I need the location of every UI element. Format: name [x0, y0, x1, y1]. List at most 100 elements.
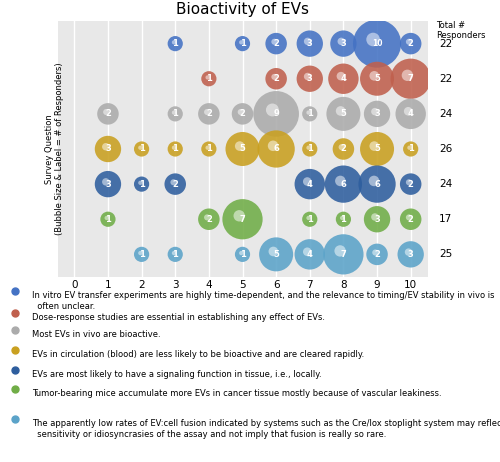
Point [406, 110, 414, 117]
Point [340, 75, 347, 82]
Text: 4: 4 [340, 74, 346, 83]
Text: 1: 1 [307, 109, 312, 118]
Point [269, 142, 277, 150]
Point [304, 144, 312, 152]
Point [238, 145, 246, 152]
Title: Bioactivity of EVs: Bioactivity of EVs [176, 2, 309, 17]
Text: 1: 1 [105, 215, 111, 224]
Point [205, 145, 213, 152]
Text: 17: 17 [439, 214, 452, 224]
Point [272, 110, 280, 117]
Text: 1: 1 [206, 74, 212, 83]
Text: 7: 7 [240, 215, 246, 224]
Text: 3: 3 [105, 145, 111, 153]
Point [102, 214, 110, 222]
Text: 3: 3 [105, 180, 111, 188]
Text: 3: 3 [340, 39, 346, 48]
Point [205, 216, 213, 223]
Text: Dose-response studies are essential in establishing any effect of EVs.: Dose-response studies are essential in e… [32, 313, 325, 322]
Text: 2: 2 [374, 250, 380, 259]
Point [238, 251, 246, 258]
Point [336, 177, 344, 185]
Point [337, 38, 345, 45]
Point [306, 181, 314, 188]
Point [405, 38, 413, 45]
Point [404, 249, 412, 256]
Text: 1: 1 [307, 145, 312, 153]
Point [369, 36, 377, 43]
Point [340, 251, 347, 258]
Text: 1: 1 [172, 39, 178, 48]
Text: 2: 2 [273, 74, 279, 83]
Text: Total #
Responders: Total # Responders [436, 21, 486, 40]
Point [373, 216, 381, 223]
Text: 1: 1 [138, 145, 144, 153]
Point [340, 40, 347, 47]
Point [406, 75, 414, 82]
Point [304, 214, 312, 222]
Point [170, 144, 178, 152]
Point [238, 40, 246, 47]
Point [371, 108, 379, 116]
Point [138, 181, 145, 188]
Text: 1: 1 [240, 250, 246, 259]
Point [268, 106, 276, 114]
Point [171, 145, 179, 152]
Point [204, 144, 212, 152]
Point [336, 107, 344, 115]
Point [304, 248, 312, 255]
Point [306, 75, 314, 82]
Text: 4: 4 [307, 250, 312, 259]
Text: 2: 2 [206, 109, 212, 118]
Point [373, 40, 381, 47]
Point [171, 110, 179, 117]
Text: 2: 2 [172, 180, 178, 188]
Text: 24: 24 [439, 179, 452, 189]
Point [370, 177, 378, 185]
Text: 6: 6 [340, 180, 346, 188]
Text: 5: 5 [240, 145, 246, 153]
Point [170, 179, 177, 186]
Text: 2: 2 [206, 215, 212, 224]
Point [372, 249, 380, 256]
Point [102, 178, 110, 186]
Text: 2: 2 [240, 109, 246, 118]
Text: 6: 6 [374, 180, 380, 188]
Point [136, 179, 144, 187]
Point [203, 214, 211, 221]
Point [272, 145, 280, 152]
Point [370, 142, 378, 150]
Text: 24: 24 [439, 109, 452, 119]
Text: 3: 3 [307, 74, 312, 83]
Text: 9: 9 [274, 109, 279, 118]
Point [304, 73, 312, 80]
Point [238, 216, 246, 223]
Point [337, 73, 345, 80]
Point [338, 144, 345, 151]
Point [338, 214, 346, 222]
Point [404, 108, 412, 115]
Text: EVs in circulation (blood) are less likely to be bioactive and are cleared rapid: EVs in circulation (blood) are less like… [32, 350, 364, 359]
Point [405, 179, 413, 186]
Point [205, 110, 213, 117]
Point [373, 110, 381, 117]
Text: 25: 25 [439, 249, 452, 259]
Point [340, 216, 347, 223]
Y-axis label: Survey Question
(Bubble Size & Label = # of Responders): Survey Question (Bubble Size & Label = #… [45, 63, 64, 235]
Text: Tumor-bearing mice accumulate more EVs in cancer tissue mostly because of vascul: Tumor-bearing mice accumulate more EVs i… [32, 389, 442, 398]
Point [336, 247, 344, 255]
Point [340, 145, 347, 152]
Text: 22: 22 [439, 74, 452, 84]
Text: 2: 2 [273, 39, 279, 48]
Text: 22: 22 [439, 39, 452, 49]
Point [306, 145, 314, 152]
Point [205, 75, 213, 82]
Point [272, 40, 280, 47]
Point [238, 110, 246, 117]
Text: 7: 7 [340, 250, 346, 259]
Point [204, 74, 212, 81]
Point [304, 109, 312, 116]
Text: 2: 2 [408, 215, 414, 224]
Point [104, 181, 112, 188]
Point [102, 108, 110, 116]
